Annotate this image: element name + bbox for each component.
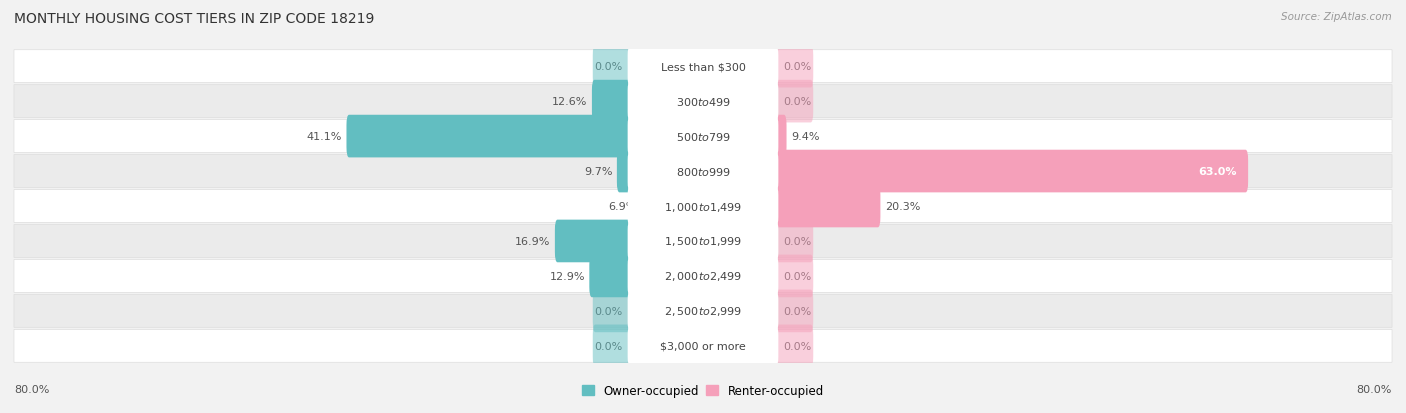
- Text: 20.3%: 20.3%: [884, 202, 920, 211]
- Text: 6.9%: 6.9%: [609, 202, 637, 211]
- FancyBboxPatch shape: [627, 47, 779, 87]
- Text: 41.1%: 41.1%: [307, 132, 342, 142]
- FancyBboxPatch shape: [773, 150, 1249, 193]
- Text: Less than $300: Less than $300: [661, 62, 745, 72]
- FancyBboxPatch shape: [14, 330, 1392, 362]
- Text: $1,000 to $1,499: $1,000 to $1,499: [664, 200, 742, 213]
- Legend: Owner-occupied, Renter-occupied: Owner-occupied, Renter-occupied: [578, 379, 828, 401]
- Text: 0.0%: 0.0%: [783, 236, 811, 247]
- Text: $2,000 to $2,499: $2,000 to $2,499: [664, 270, 742, 283]
- FancyBboxPatch shape: [593, 325, 633, 367]
- FancyBboxPatch shape: [773, 290, 813, 332]
- FancyBboxPatch shape: [627, 292, 779, 331]
- FancyBboxPatch shape: [627, 187, 779, 226]
- FancyBboxPatch shape: [627, 222, 779, 261]
- FancyBboxPatch shape: [627, 257, 779, 296]
- Text: MONTHLY HOUSING COST TIERS IN ZIP CODE 18219: MONTHLY HOUSING COST TIERS IN ZIP CODE 1…: [14, 12, 374, 26]
- Text: $1,500 to $1,999: $1,500 to $1,999: [664, 235, 742, 248]
- Text: 12.9%: 12.9%: [550, 271, 585, 281]
- Text: 0.0%: 0.0%: [783, 62, 811, 72]
- FancyBboxPatch shape: [773, 255, 813, 297]
- Text: 12.6%: 12.6%: [553, 97, 588, 107]
- Text: Source: ZipAtlas.com: Source: ZipAtlas.com: [1281, 12, 1392, 22]
- FancyBboxPatch shape: [627, 117, 779, 156]
- FancyBboxPatch shape: [555, 220, 633, 263]
- Text: 80.0%: 80.0%: [14, 385, 49, 394]
- FancyBboxPatch shape: [773, 46, 813, 88]
- FancyBboxPatch shape: [14, 155, 1392, 188]
- FancyBboxPatch shape: [14, 260, 1392, 293]
- Text: 9.7%: 9.7%: [583, 166, 613, 177]
- FancyBboxPatch shape: [14, 120, 1392, 153]
- Text: 0.0%: 0.0%: [783, 271, 811, 281]
- FancyBboxPatch shape: [627, 152, 779, 191]
- FancyBboxPatch shape: [617, 150, 633, 193]
- FancyBboxPatch shape: [593, 46, 633, 88]
- Text: 0.0%: 0.0%: [595, 62, 623, 72]
- Text: 0.0%: 0.0%: [595, 341, 623, 351]
- FancyBboxPatch shape: [592, 81, 633, 123]
- FancyBboxPatch shape: [773, 185, 880, 228]
- Text: 63.0%: 63.0%: [1198, 166, 1237, 177]
- Text: $3,000 or more: $3,000 or more: [661, 341, 745, 351]
- Text: $2,500 to $2,999: $2,500 to $2,999: [664, 305, 742, 318]
- FancyBboxPatch shape: [627, 82, 779, 121]
- Text: $500 to $799: $500 to $799: [675, 131, 731, 143]
- Text: 0.0%: 0.0%: [595, 306, 623, 316]
- Text: 0.0%: 0.0%: [783, 306, 811, 316]
- Text: $800 to $999: $800 to $999: [675, 166, 731, 178]
- Text: 0.0%: 0.0%: [783, 341, 811, 351]
- Text: 80.0%: 80.0%: [1357, 385, 1392, 394]
- FancyBboxPatch shape: [589, 255, 633, 297]
- FancyBboxPatch shape: [627, 326, 779, 366]
- FancyBboxPatch shape: [773, 325, 813, 367]
- FancyBboxPatch shape: [773, 81, 813, 123]
- FancyBboxPatch shape: [773, 220, 813, 263]
- Text: $300 to $499: $300 to $499: [675, 96, 731, 108]
- FancyBboxPatch shape: [14, 51, 1392, 83]
- Text: 0.0%: 0.0%: [783, 97, 811, 107]
- FancyBboxPatch shape: [346, 116, 633, 158]
- Text: 9.4%: 9.4%: [790, 132, 820, 142]
- FancyBboxPatch shape: [593, 290, 633, 332]
- FancyBboxPatch shape: [14, 85, 1392, 118]
- FancyBboxPatch shape: [14, 295, 1392, 328]
- FancyBboxPatch shape: [14, 225, 1392, 258]
- FancyBboxPatch shape: [14, 190, 1392, 223]
- FancyBboxPatch shape: [773, 116, 786, 158]
- Text: 16.9%: 16.9%: [515, 236, 551, 247]
